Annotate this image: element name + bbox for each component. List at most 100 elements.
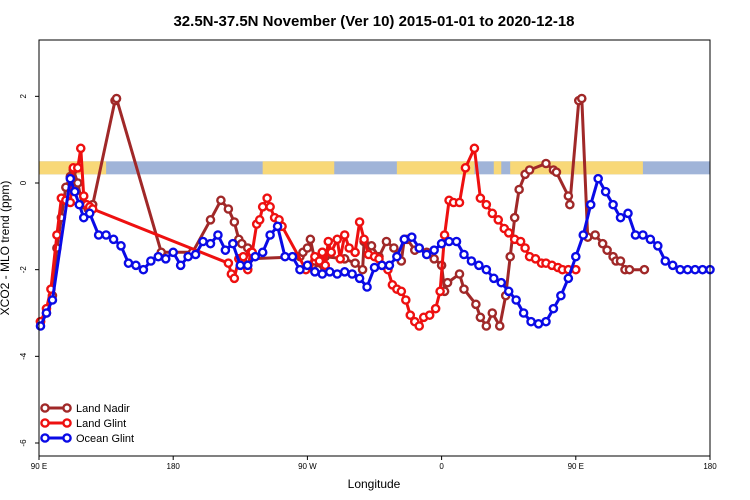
legend-item-ocean-glint: Ocean Glint: [40, 433, 134, 445]
data-point-land-glint: [475, 193, 486, 203]
data-point-land-nadir: [481, 321, 492, 331]
data-point-ocean-glint: [235, 260, 246, 271]
data-point-land-glint: [439, 230, 450, 240]
data-point-ocean-glint: [690, 264, 700, 275]
data-point-land-nadir: [454, 269, 465, 279]
series-layer: [35, 93, 715, 331]
data-point-ocean-glint: [451, 236, 462, 247]
data-point-land-glint: [405, 310, 416, 320]
data-point-ocean-glint: [615, 212, 626, 223]
data-point-land-glint: [350, 247, 360, 258]
data-point-ocean-glint: [78, 212, 89, 223]
land-band-segment: [396, 161, 475, 175]
data-point-land-nadir: [216, 195, 226, 206]
data-point-land-nadir: [357, 264, 368, 275]
data-point-land-glint: [424, 310, 435, 320]
data-point-land-glint: [323, 236, 334, 247]
data-point-land-nadir: [576, 93, 587, 104]
data-point-ocean-glint: [548, 303, 559, 314]
y-tick-label: 0: [19, 180, 28, 185]
data-point-land-glint: [454, 197, 465, 208]
data-point-ocean-glint: [660, 256, 671, 266]
data-point-land-nadir: [487, 308, 498, 318]
data-point-land-nadir: [205, 215, 216, 225]
data-point-ocean-glint: [406, 232, 417, 242]
y-tick-label: -2: [19, 266, 28, 274]
data-point-land-glint: [317, 247, 328, 258]
data-point-ocean-glint: [123, 258, 134, 268]
data-point-ocean-glint: [474, 260, 484, 271]
data-point-ocean-glint: [84, 208, 95, 219]
data-point-ocean-glint: [488, 273, 499, 284]
data-point-land-glint: [262, 193, 272, 203]
y-tick-label: -4: [19, 352, 28, 360]
data-point-land-glint: [435, 286, 445, 297]
data-point-land-glint: [487, 208, 498, 219]
data-point-ocean-glint: [116, 241, 126, 251]
data-point-land-glint: [238, 251, 249, 262]
x-tick-label: 180: [703, 462, 717, 471]
chart-title: 32.5N-37.5N November (Ver 10) 2015-01-01…: [173, 13, 574, 30]
x-axis: 90 E 180 90 W 0 90 E 180: [31, 456, 717, 471]
data-point-ocean-glint: [563, 273, 574, 284]
data-point-land-nadir: [615, 256, 626, 266]
data-point-land-nadir: [475, 312, 486, 323]
legend-marker: [62, 433, 72, 443]
data-point-land-glint: [314, 256, 325, 266]
data-point-ocean-glint: [146, 256, 156, 266]
data-point-ocean-glint: [444, 236, 454, 247]
data-point-land-nadir: [590, 230, 600, 240]
data-point-land-glint: [469, 143, 480, 154]
data-point-land-nadir: [442, 277, 453, 288]
plot-frame: [38, 39, 711, 457]
legend-marker: [40, 403, 50, 413]
data-point-land-glint: [530, 254, 541, 264]
data-point-ocean-glint: [131, 260, 141, 271]
data-point-ocean-glint: [93, 230, 104, 240]
data-point-ocean-glint: [213, 230, 223, 240]
data-point-land-glint: [257, 202, 268, 212]
legend-label: Ocean Glint: [76, 433, 134, 445]
data-point-ocean-glint: [339, 267, 350, 277]
data-point-ocean-glint: [638, 230, 648, 240]
data-point-land-nadir: [459, 284, 469, 294]
data-point-ocean-glint: [414, 243, 425, 253]
data-point-ocean-glint: [518, 308, 529, 318]
land-ocean-band: [39, 161, 710, 175]
x-axis-label: Longitude: [348, 477, 401, 491]
data-point-land-nadir: [429, 254, 439, 264]
data-point-ocean-glint: [250, 251, 261, 262]
data-point-land-glint: [339, 230, 350, 240]
data-point-land-glint: [265, 202, 275, 212]
data-point-ocean-glint: [600, 186, 611, 197]
data-point-land-nadir: [514, 184, 524, 195]
data-point-land-glint: [326, 247, 337, 258]
data-point-ocean-glint: [332, 269, 343, 279]
land-band-segment: [493, 161, 502, 175]
legend-label: Land Nadir: [76, 403, 130, 415]
data-point-ocean-glint: [459, 249, 469, 260]
data-point-land-nadir: [350, 258, 360, 268]
legend-marker: [62, 418, 72, 428]
data-point-ocean-glint: [280, 251, 290, 262]
data-point-ocean-glint: [697, 264, 708, 275]
data-point-land-nadir: [624, 264, 635, 275]
data-point-ocean-glint: [682, 264, 693, 275]
land-band-segment: [262, 161, 335, 175]
data-point-land-glint: [254, 215, 265, 225]
data-point-land-nadir: [223, 204, 234, 214]
data-point-ocean-glint: [310, 267, 320, 277]
data-point-ocean-glint: [436, 238, 447, 249]
data-point-ocean-glint: [205, 238, 216, 249]
data-point-ocean-glint: [138, 264, 149, 275]
data-point-ocean-glint: [608, 199, 618, 210]
data-point-ocean-glint: [160, 254, 171, 264]
data-point-land-nadir: [639, 264, 650, 275]
data-point-land-nadir: [509, 212, 520, 223]
series-ocean-glint: [35, 173, 715, 331]
data-point-land-nadir: [72, 178, 83, 188]
data-point-ocean-glint: [347, 269, 357, 279]
data-point-land-nadir: [551, 167, 562, 177]
data-point-land-nadir: [305, 234, 316, 245]
